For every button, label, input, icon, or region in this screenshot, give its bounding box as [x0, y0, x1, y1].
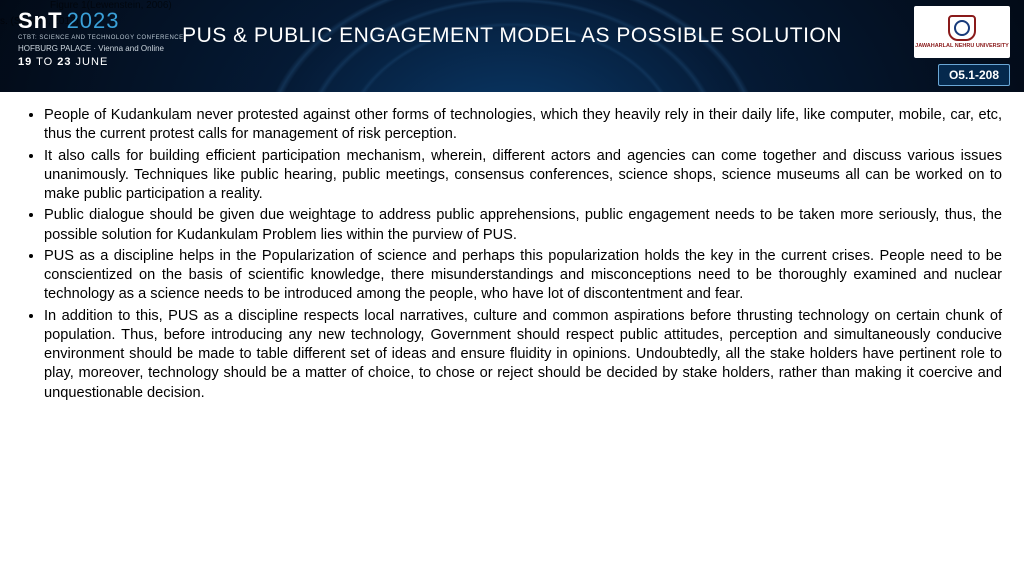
university-logo: JAWAHARLAL NEHRU UNIVERSITY — [914, 6, 1010, 58]
slide-body: People of Kudankulam never protested aga… — [0, 92, 1024, 576]
list-item: In addition to this, PUS as a discipline… — [44, 307, 1002, 403]
list-item: People of Kudankulam never protested aga… — [44, 106, 1002, 145]
list-item: It also calls for building efficient par… — [44, 147, 1002, 205]
university-name: JAWAHARLAL NEHRU UNIVERSITY — [915, 43, 1009, 49]
list-item: PUS as a discipline helps in the Popular… — [44, 247, 1002, 305]
conference-dates: 19 TO 23 JUNE — [18, 56, 184, 68]
list-item: Public dialogue should be given due weig… — [44, 206, 1002, 245]
slide-header: Figure 1(Lewenstein, 2006) s. (Saleem, 2… — [0, 0, 1024, 92]
bullet-list: People of Kudankulam never protested aga… — [22, 106, 1002, 403]
session-code-badge: O5.1-208 — [938, 64, 1010, 86]
university-shield-icon — [948, 15, 976, 41]
slide-title: PUS & PUBLIC ENGAGEMENT MODEL AS POSSIBL… — [0, 24, 1024, 48]
slide: Figure 1(Lewenstein, 2006) s. (Saleem, 2… — [0, 0, 1024, 576]
